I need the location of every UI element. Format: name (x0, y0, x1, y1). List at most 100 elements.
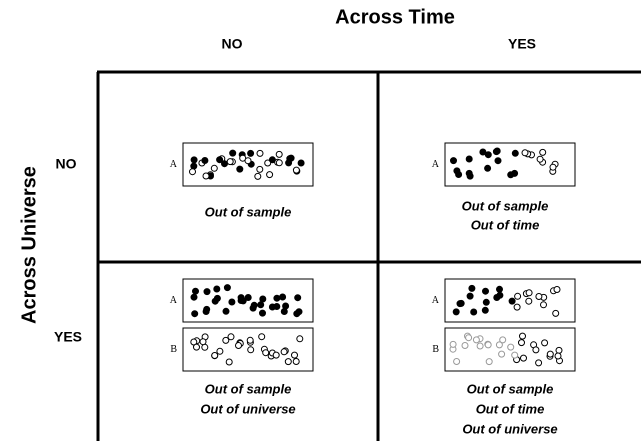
dot (511, 149, 519, 157)
dot (520, 354, 527, 362)
dot (498, 350, 506, 358)
dot (485, 358, 493, 366)
dot (536, 155, 544, 163)
column-label: NO (222, 36, 243, 52)
dot (484, 151, 492, 159)
dot (222, 336, 230, 344)
dot (297, 159, 305, 167)
box-label: B (432, 344, 439, 355)
dot (268, 156, 276, 164)
dot (484, 341, 492, 349)
row-label: YES (54, 329, 82, 345)
cell-caption: Out of time (471, 217, 540, 232)
dot (246, 336, 254, 344)
dot (535, 359, 543, 367)
dot (279, 293, 287, 301)
dot (541, 339, 549, 347)
dot (456, 300, 464, 308)
dot (190, 293, 198, 301)
dot (535, 293, 543, 300)
dot (264, 159, 272, 167)
row-label: NO (56, 156, 77, 172)
dot (521, 149, 529, 157)
dot (247, 149, 255, 157)
cell-caption: Out of sample (467, 381, 554, 396)
dot (495, 341, 503, 349)
dot (479, 148, 487, 156)
dot (470, 308, 478, 316)
dot (549, 163, 557, 171)
dot (235, 342, 242, 349)
dot (468, 284, 476, 292)
dot (254, 172, 262, 180)
dot (225, 358, 233, 366)
dot (256, 149, 264, 157)
dot (554, 352, 562, 360)
dot (465, 155, 473, 163)
dot (266, 171, 274, 179)
dot (525, 289, 533, 297)
dot (273, 294, 281, 302)
dot (493, 147, 501, 155)
dot (499, 336, 507, 344)
dot (236, 165, 244, 173)
dot (275, 159, 283, 167)
column-label: YES (508, 36, 536, 52)
dot (258, 333, 266, 341)
box-label: B (170, 344, 177, 355)
dot (262, 349, 270, 357)
dot (514, 292, 522, 300)
dot (226, 158, 234, 166)
dot (211, 297, 219, 305)
dot (216, 156, 224, 164)
dot (223, 284, 231, 292)
dot (239, 297, 247, 305)
dot (546, 350, 554, 358)
dot (256, 165, 264, 173)
dot (259, 309, 266, 317)
dot (213, 285, 221, 293)
dot (296, 335, 304, 343)
dot (249, 304, 257, 312)
dot (244, 157, 252, 165)
dot (293, 310, 301, 318)
dot (292, 358, 300, 365)
dot (461, 342, 469, 349)
cell-caption: Out of sample (205, 381, 292, 396)
dot (259, 295, 267, 303)
dot (552, 309, 560, 317)
dot (482, 298, 490, 306)
dot (203, 288, 211, 296)
dot (203, 305, 211, 313)
dot (496, 285, 503, 293)
dot (190, 156, 198, 164)
dot (222, 307, 230, 315)
dot (532, 346, 540, 354)
dot (466, 292, 474, 300)
dot (539, 148, 547, 156)
row-header-title: Across Universe (18, 166, 40, 324)
dot (211, 352, 219, 359)
dot (216, 347, 224, 355)
dot (452, 308, 460, 316)
dot (507, 343, 515, 351)
dot (507, 171, 515, 179)
grid (96, 70, 641, 441)
dot (199, 338, 207, 346)
dot (191, 310, 199, 318)
dot (210, 164, 218, 172)
dot (472, 336, 480, 344)
dot (201, 343, 209, 351)
dot (229, 149, 237, 157)
dot (201, 157, 209, 164)
dot (511, 351, 519, 359)
dot (453, 167, 461, 175)
dot (450, 157, 457, 165)
dot (244, 294, 252, 301)
cell-caption: Out of universe (200, 401, 295, 416)
box-label: A (432, 295, 440, 306)
dot (192, 287, 199, 295)
dot (193, 343, 200, 351)
dot (275, 150, 283, 158)
